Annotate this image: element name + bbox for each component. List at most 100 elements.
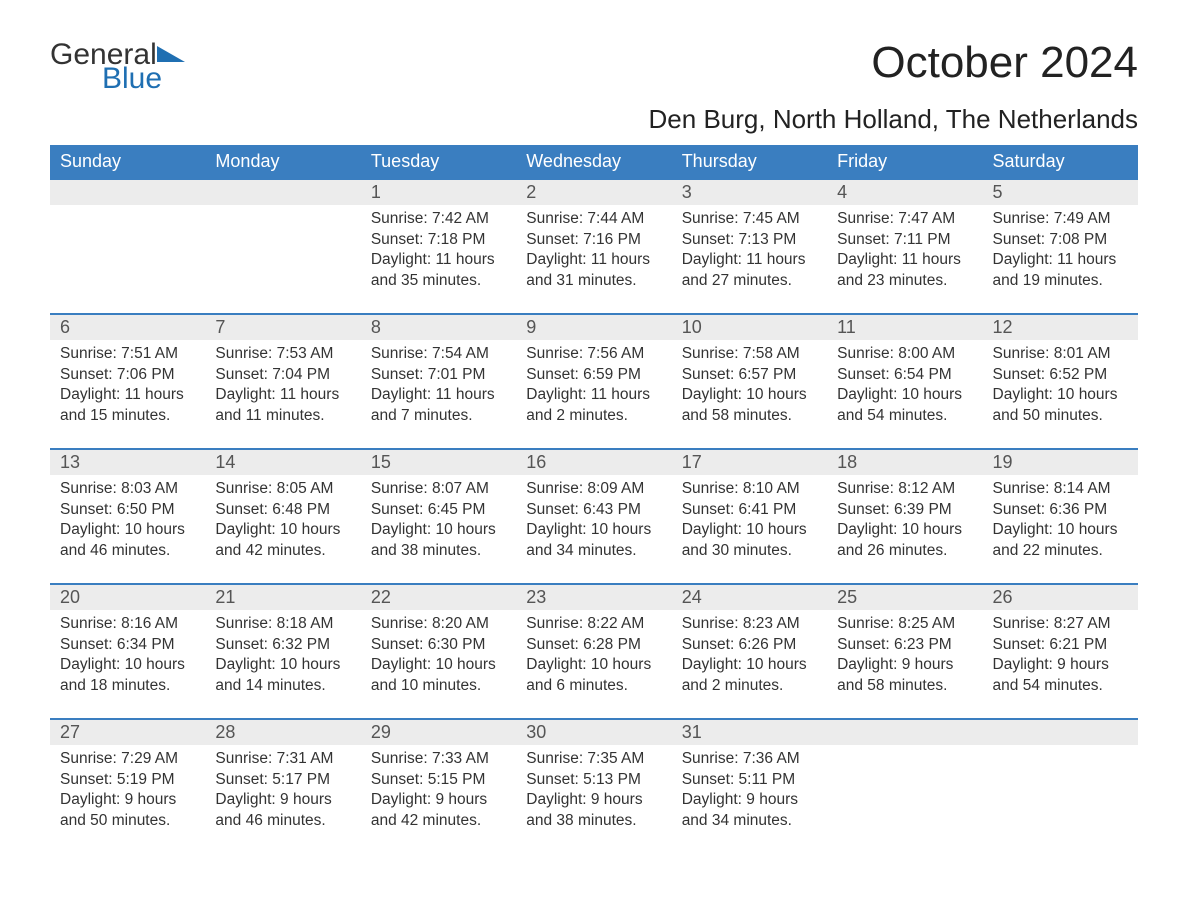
day-day2: and 31 minutes. <box>526 271 661 291</box>
day-number-row: 12345 <box>50 179 1138 205</box>
location-subtitle: Den Burg, North Holland, The Netherlands <box>649 104 1138 135</box>
day-day2: and 18 minutes. <box>60 676 195 696</box>
day-number: 28 <box>205 720 360 745</box>
day-number: 1 <box>361 180 516 205</box>
day-sunset: Sunset: 6:23 PM <box>837 635 972 655</box>
day-day1: Daylight: 10 hours <box>215 655 350 675</box>
day-details: Sunrise: 8:20 AMSunset: 6:30 PMDaylight:… <box>361 610 516 704</box>
day-number: 8 <box>361 315 516 340</box>
day-day1: Daylight: 9 hours <box>682 790 817 810</box>
day-number-cell: 26 <box>983 584 1138 610</box>
day-body-cell: Sunrise: 7:35 AMSunset: 5:13 PMDaylight:… <box>516 745 671 853</box>
day-day1: Daylight: 10 hours <box>993 385 1128 405</box>
day-day1: Daylight: 10 hours <box>682 520 817 540</box>
day-body-cell: Sunrise: 7:49 AMSunset: 7:08 PMDaylight:… <box>983 205 1138 314</box>
day-body-cell: Sunrise: 8:22 AMSunset: 6:28 PMDaylight:… <box>516 610 671 719</box>
day-sunrise: Sunrise: 8:27 AM <box>993 614 1128 634</box>
day-number-cell: 2 <box>516 179 671 205</box>
day-day1: Daylight: 10 hours <box>215 520 350 540</box>
day-sunset: Sunset: 7:13 PM <box>682 230 817 250</box>
day-sunset: Sunset: 6:34 PM <box>60 635 195 655</box>
day-number-cell: 12 <box>983 314 1138 340</box>
day-sunrise: Sunrise: 7:58 AM <box>682 344 817 364</box>
day-sunrise: Sunrise: 7:53 AM <box>215 344 350 364</box>
day-number: 10 <box>672 315 827 340</box>
day-number-cell: 27 <box>50 719 205 745</box>
day-number-cell: 24 <box>672 584 827 610</box>
day-sunset: Sunset: 5:13 PM <box>526 770 661 790</box>
weekday-header: Saturday <box>983 145 1138 179</box>
day-body-cell: Sunrise: 7:53 AMSunset: 7:04 PMDaylight:… <box>205 340 360 449</box>
day-sunset: Sunset: 6:52 PM <box>993 365 1128 385</box>
day-body-cell: Sunrise: 7:45 AMSunset: 7:13 PMDaylight:… <box>672 205 827 314</box>
day-body-cell: Sunrise: 7:58 AMSunset: 6:57 PMDaylight:… <box>672 340 827 449</box>
day-sunset: Sunset: 6:21 PM <box>993 635 1128 655</box>
day-sunrise: Sunrise: 8:09 AM <box>526 479 661 499</box>
day-number-cell: 8 <box>361 314 516 340</box>
day-day1: Daylight: 10 hours <box>837 385 972 405</box>
day-details: Sunrise: 8:12 AMSunset: 6:39 PMDaylight:… <box>827 475 982 569</box>
day-number: 20 <box>50 585 205 610</box>
day-day1: Daylight: 9 hours <box>215 790 350 810</box>
day-number-cell: 28 <box>205 719 360 745</box>
day-number-cell: 5 <box>983 179 1138 205</box>
day-body-cell: Sunrise: 7:33 AMSunset: 5:15 PMDaylight:… <box>361 745 516 853</box>
day-sunset: Sunset: 6:30 PM <box>371 635 506 655</box>
day-day2: and 54 minutes. <box>993 676 1128 696</box>
day-number-row: 13141516171819 <box>50 449 1138 475</box>
day-number: 25 <box>827 585 982 610</box>
weekday-header: Monday <box>205 145 360 179</box>
day-details: Sunrise: 7:31 AMSunset: 5:17 PMDaylight:… <box>205 745 360 839</box>
day-details: Sunrise: 8:07 AMSunset: 6:45 PMDaylight:… <box>361 475 516 569</box>
day-sunrise: Sunrise: 8:14 AM <box>993 479 1128 499</box>
day-day1: Daylight: 10 hours <box>837 520 972 540</box>
day-day2: and 22 minutes. <box>993 541 1128 561</box>
day-number-cell: 31 <box>672 719 827 745</box>
day-number-cell: 13 <box>50 449 205 475</box>
day-sunrise: Sunrise: 8:03 AM <box>60 479 195 499</box>
day-sunrise: Sunrise: 8:18 AM <box>215 614 350 634</box>
day-details: Sunrise: 7:51 AMSunset: 7:06 PMDaylight:… <box>50 340 205 434</box>
day-day2: and 34 minutes. <box>526 541 661 561</box>
day-body-cell: Sunrise: 8:23 AMSunset: 6:26 PMDaylight:… <box>672 610 827 719</box>
day-number: 2 <box>516 180 671 205</box>
day-sunset: Sunset: 6:54 PM <box>837 365 972 385</box>
day-day1: Daylight: 11 hours <box>371 385 506 405</box>
day-sunset: Sunset: 7:08 PM <box>993 230 1128 250</box>
day-day1: Daylight: 11 hours <box>526 385 661 405</box>
day-details: Sunrise: 7:35 AMSunset: 5:13 PMDaylight:… <box>516 745 671 839</box>
day-details: Sunrise: 7:33 AMSunset: 5:15 PMDaylight:… <box>361 745 516 839</box>
day-sunset: Sunset: 6:26 PM <box>682 635 817 655</box>
day-day2: and 19 minutes. <box>993 271 1128 291</box>
logo: General Blue <box>50 40 185 94</box>
day-details: Sunrise: 8:25 AMSunset: 6:23 PMDaylight:… <box>827 610 982 704</box>
day-day2: and 2 minutes. <box>682 676 817 696</box>
day-number-cell: 3 <box>672 179 827 205</box>
day-details: Sunrise: 7:36 AMSunset: 5:11 PMDaylight:… <box>672 745 827 839</box>
day-body-cell: Sunrise: 7:42 AMSunset: 7:18 PMDaylight:… <box>361 205 516 314</box>
day-number: 7 <box>205 315 360 340</box>
day-sunrise: Sunrise: 7:44 AM <box>526 209 661 229</box>
day-sunrise: Sunrise: 7:42 AM <box>371 209 506 229</box>
day-day1: Daylight: 11 hours <box>371 250 506 270</box>
day-body-cell: Sunrise: 8:14 AMSunset: 6:36 PMDaylight:… <box>983 475 1138 584</box>
day-number: 24 <box>672 585 827 610</box>
day-details: Sunrise: 7:42 AMSunset: 7:18 PMDaylight:… <box>361 205 516 299</box>
day-body-cell: Sunrise: 8:25 AMSunset: 6:23 PMDaylight:… <box>827 610 982 719</box>
day-sunrise: Sunrise: 7:54 AM <box>371 344 506 364</box>
day-body-cell: Sunrise: 8:18 AMSunset: 6:32 PMDaylight:… <box>205 610 360 719</box>
day-body-cell: Sunrise: 8:01 AMSunset: 6:52 PMDaylight:… <box>983 340 1138 449</box>
day-body-cell: Sunrise: 8:10 AMSunset: 6:41 PMDaylight:… <box>672 475 827 584</box>
day-number-cell: 19 <box>983 449 1138 475</box>
day-day1: Daylight: 10 hours <box>60 655 195 675</box>
day-sunrise: Sunrise: 8:10 AM <box>682 479 817 499</box>
day-number: 11 <box>827 315 982 340</box>
day-day1: Daylight: 9 hours <box>993 655 1128 675</box>
day-day2: and 11 minutes. <box>215 406 350 426</box>
day-number: 13 <box>50 450 205 475</box>
day-day1: Daylight: 9 hours <box>837 655 972 675</box>
day-day1: Daylight: 10 hours <box>682 385 817 405</box>
day-day1: Daylight: 10 hours <box>371 520 506 540</box>
day-sunrise: Sunrise: 8:07 AM <box>371 479 506 499</box>
day-number: 23 <box>516 585 671 610</box>
